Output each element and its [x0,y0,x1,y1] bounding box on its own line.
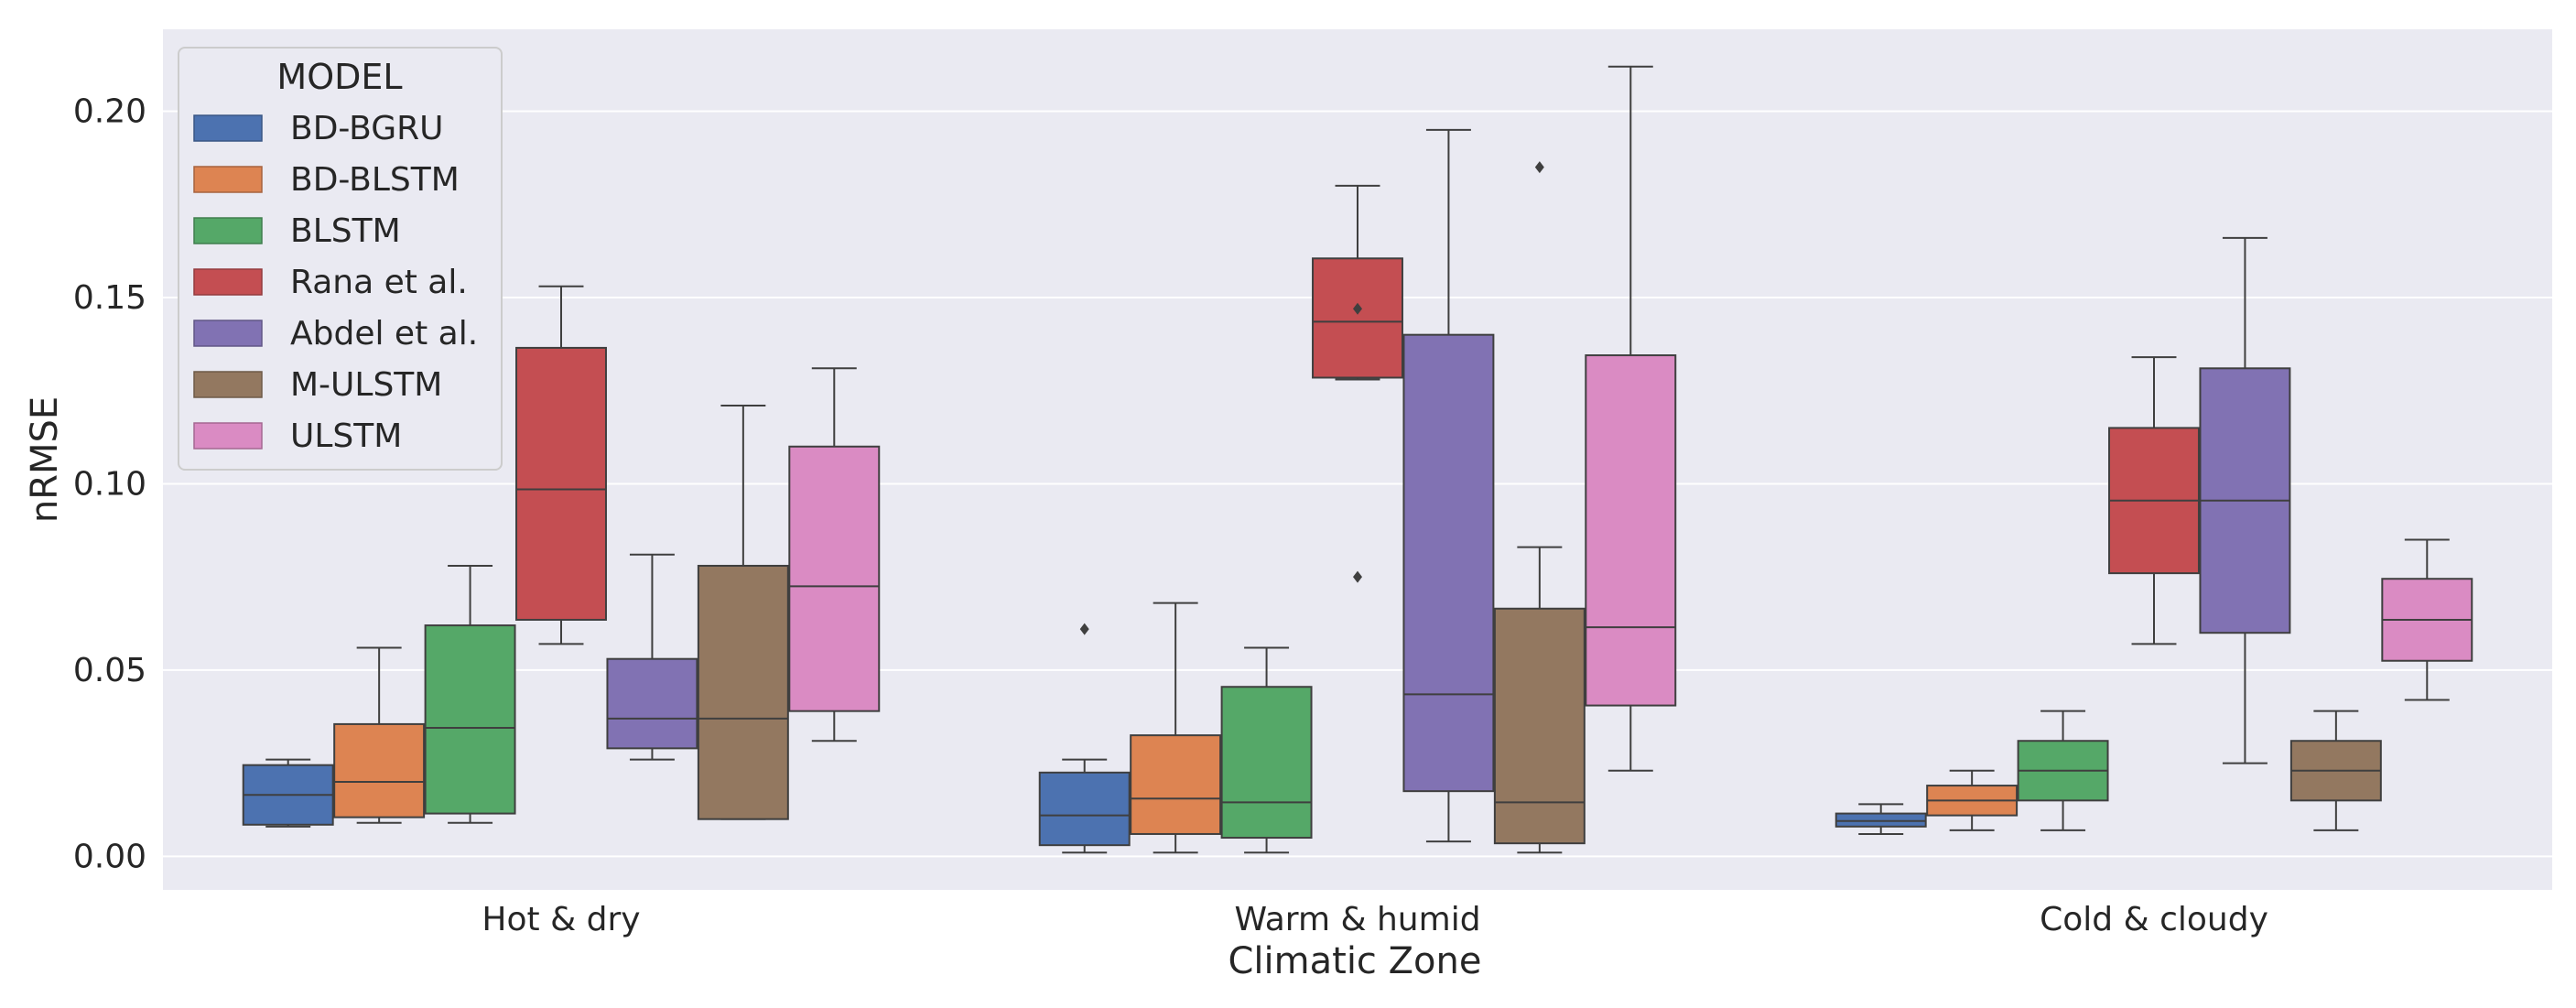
box [1220,686,1313,840]
box-bd-bgru-warm-humid [1038,623,1131,854]
box-rana-et-al--hot-dry [515,285,607,645]
box [788,445,881,712]
box-blstm-cold-cloudy [2017,710,2109,831]
box-ulstm-warm-humid [1585,65,1677,772]
legend-items: BD-BGRU BD-BLSTM BLSTM Rana et al. Abdel et … [193,110,478,455]
outlier-point [1353,302,1362,315]
legend-swatch [193,217,263,244]
outlier-point [1353,570,1362,583]
legend-label: ULSTM [290,417,402,455]
box-ulstm-cold-cloudy [2381,538,2473,701]
x-tick-label: Cold & cloudy [2040,901,2268,938]
outlier-point [1079,623,1089,635]
legend-swatch [193,268,263,296]
box-abdel-et-al--cold-cloudy [2199,236,2291,764]
y-tick-label: 0.10 [73,465,146,503]
box-m-ulstm-cold-cloudy [2289,710,2382,831]
y-tick-label: 0.00 [73,838,146,875]
box-groups [242,65,2473,854]
box-bd-blstm-hot-dry [333,646,426,824]
legend-label: BLSTM [290,212,401,250]
legend-label: Rana et al. [290,264,468,301]
y-tick-labels: 0.00 0.05 0.10 0.15 0.20 [73,93,146,876]
legend-swatch [193,166,263,193]
y-tick-label: 0.20 [73,93,146,131]
legend-swatch [193,371,263,398]
box-ulstm-hot-dry [788,367,881,742]
legend-item: ULSTM [193,417,402,455]
box [1312,257,1403,379]
legend-item: BD-BGRU [193,110,443,147]
box-blstm-hot-dry [424,564,516,824]
legend-label: BD-BLSTM [290,161,460,199]
legend-item: Abdel et al. [193,315,478,352]
box-abdel-et-al--hot-dry [606,553,698,761]
legend-item: M-ULSTM [193,366,442,404]
legend-swatch [193,114,263,142]
box [697,564,789,820]
y-tick-label: 0.05 [73,652,146,689]
box [515,346,607,621]
legend-title: MODEL [276,57,402,97]
box [1402,333,1495,793]
box [1585,354,1677,707]
box [333,722,426,818]
legend-swatch [193,320,263,347]
outlier-point [1534,161,1544,174]
y-axis-label: nRMSE [24,396,66,523]
x-axis-label: Climatic Zone [1228,940,1482,982]
box-bd-blstm-warm-humid [1130,602,1222,854]
box-rana-et-al--warm-humid [1312,184,1403,583]
legend-label: M-ULSTM [290,366,442,404]
legend-item: BD-BLSTM [193,161,460,199]
box-bd-bgru-hot-dry [242,758,334,828]
box-bd-bgru-cold-cloudy [1835,803,1927,835]
x-tick-labels: Hot & dry Warm & humid Cold & cloudy [482,901,2268,938]
legend-label: BD-BGRU [290,110,443,147]
box-abdel-et-al--warm-humid [1402,128,1495,843]
legend-frame [178,47,503,471]
box-rana-et-al--cold-cloudy [2108,356,2200,645]
y-tick-label: 0.15 [73,279,146,317]
box-m-ulstm-hot-dry [697,404,789,820]
legend-item: BLSTM [193,212,401,250]
box [1835,812,1927,828]
x-tick-label: Warm & humid [1234,901,1480,938]
box [424,624,516,815]
box [606,657,698,750]
box-bd-blstm-cold-cloudy [1926,769,2019,831]
legend-swatch [193,422,263,450]
box [1493,607,1586,845]
legend-label: Abdel et al. [290,315,478,352]
legend: MODEL BD-BGRU BD-BLSTM BLSTM Rana et al. Abd… [178,47,503,471]
legend-item: Rana et al. [193,264,468,301]
box [1038,771,1131,847]
box-blstm-warm-humid [1220,646,1313,854]
box [1130,734,1222,835]
box-m-ulstm-warm-humid [1493,161,1586,854]
x-tick-label: Hot & dry [482,901,640,938]
